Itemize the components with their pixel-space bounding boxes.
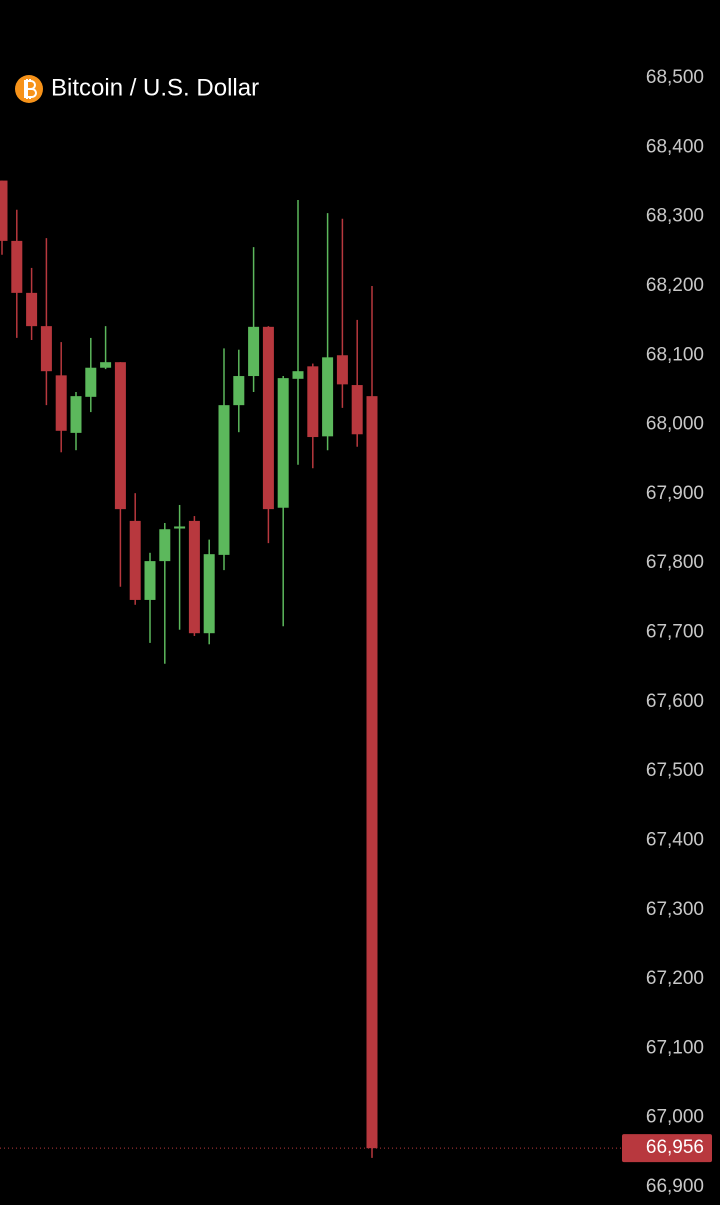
candle-body — [277, 378, 289, 508]
y-tick-label: 66,900 — [646, 1176, 704, 1197]
y-tick-label: 68,500 — [646, 67, 704, 88]
candle-body — [351, 385, 363, 435]
y-tick-label: 67,500 — [646, 760, 704, 781]
y-tick-label: 68,100 — [646, 344, 704, 365]
candle-body — [159, 529, 171, 562]
candle-body — [26, 292, 38, 327]
candle-body — [40, 326, 52, 372]
candle-body — [85, 367, 97, 397]
candle-body — [248, 326, 260, 377]
candle-body — [203, 554, 215, 634]
y-tick-label: 68,000 — [646, 414, 704, 435]
candle-body — [262, 326, 274, 510]
candle-body — [336, 355, 348, 385]
candle-body — [292, 371, 304, 379]
y-tick-label: 68,400 — [646, 136, 704, 157]
y-tick-label: 67,400 — [646, 829, 704, 850]
candle-body — [233, 376, 245, 406]
symbol-icon — [15, 75, 43, 103]
candle-body — [100, 362, 112, 368]
candle-body — [55, 375, 67, 431]
y-tick-label: 67,000 — [646, 1107, 704, 1128]
last-price-label: 66,956 — [646, 1137, 704, 1158]
chart-title: Bitcoin / U.S. Dollar — [51, 74, 259, 101]
candle-body — [129, 520, 141, 600]
y-tick-label: 67,100 — [646, 1037, 704, 1058]
candle-body — [70, 396, 82, 433]
y-tick-label: 68,200 — [646, 275, 704, 296]
candle-body — [188, 520, 200, 634]
candle-body — [218, 405, 230, 555]
y-tick-label: 67,700 — [646, 622, 704, 643]
candle-body — [114, 362, 126, 510]
candle-body — [307, 366, 319, 438]
y-tick-label: 67,200 — [646, 968, 704, 989]
candle-body — [0, 180, 8, 241]
y-tick-label: 67,300 — [646, 899, 704, 920]
candle-body — [144, 561, 156, 600]
candle-body — [11, 240, 23, 293]
y-tick-label: 67,900 — [646, 483, 704, 504]
y-tick-label: 67,600 — [646, 691, 704, 712]
candle-body — [174, 526, 186, 529]
icon-glyph — [24, 79, 37, 99]
candle-body — [322, 357, 334, 437]
y-tick-label: 67,800 — [646, 552, 704, 573]
candle-body — [366, 396, 378, 1149]
y-tick-label: 68,300 — [646, 206, 704, 227]
last-price-box — [622, 1134, 712, 1163]
